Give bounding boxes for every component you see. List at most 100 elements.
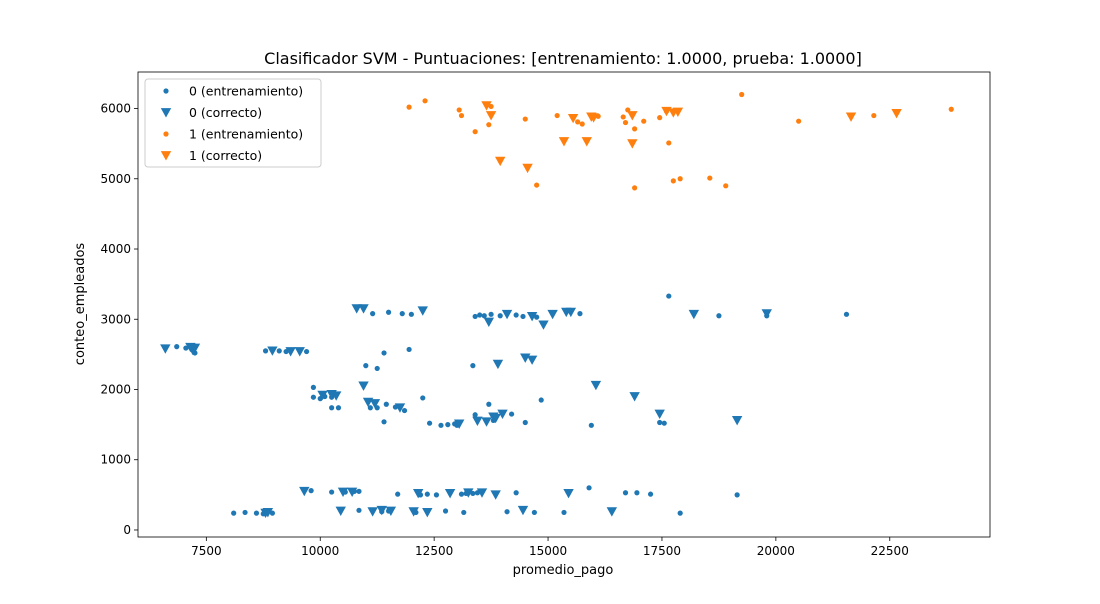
- point-s1-21: [367, 507, 378, 517]
- point-s0-65: [497, 313, 503, 319]
- point-s0-81: [561, 509, 567, 516]
- point-s2-23: [723, 183, 729, 189]
- legend-marker-1: [160, 108, 172, 118]
- point-s0-27: [356, 507, 362, 513]
- point-s0-61: [472, 313, 478, 320]
- point-s1-24: [394, 403, 406, 413]
- point-s2-5: [486, 122, 492, 128]
- legend-marker-0: [163, 88, 169, 94]
- point-s2-4: [472, 129, 478, 135]
- point-s0-87: [647, 491, 654, 497]
- point-s3-13: [672, 107, 684, 117]
- point-s1-57: [761, 309, 772, 319]
- point-s1-22: [376, 505, 387, 516]
- point-s0-1: [183, 345, 189, 351]
- x-tick-label-1: 10000: [301, 544, 339, 558]
- x-tick-label-3: 15000: [529, 544, 567, 558]
- point-s2-18: [657, 115, 663, 121]
- point-s1-31: [463, 488, 474, 498]
- point-s0-92: [716, 313, 722, 319]
- point-s1-18: [358, 381, 369, 391]
- point-s0-15: [310, 384, 317, 390]
- point-s1-34: [483, 317, 495, 328]
- point-s2-16: [632, 185, 638, 191]
- point-s0-89: [661, 420, 667, 426]
- point-s0-32: [367, 405, 373, 411]
- point-s1-40: [497, 409, 508, 420]
- point-s0-84: [588, 422, 594, 428]
- y-tick-label-1: 1000: [100, 453, 131, 467]
- point-s1-33: [472, 416, 483, 427]
- point-s3-14: [845, 112, 857, 122]
- point-s1-30: [454, 419, 465, 429]
- x-axis-label: promedio_pago: [513, 563, 614, 578]
- point-s0-83: [586, 485, 592, 491]
- point-s1-51: [590, 380, 602, 391]
- point-s1-32: [476, 488, 488, 498]
- point-s2-0: [406, 104, 412, 110]
- point-s2-6: [488, 103, 494, 110]
- point-s3-4: [558, 137, 570, 147]
- point-s1-52: [606, 507, 618, 517]
- x-tick-label-2: 12500: [415, 544, 453, 558]
- point-s0-88: [657, 419, 663, 426]
- point-s3-6: [581, 137, 592, 147]
- point-s0-21: [335, 405, 342, 411]
- point-s1-12: [330, 391, 342, 401]
- point-s0-38: [420, 395, 426, 401]
- point-s2-21: [677, 176, 683, 182]
- point-s3-15: [891, 109, 902, 119]
- point-s0-22: [308, 488, 314, 494]
- point-s0-26: [356, 488, 362, 494]
- point-s2-10: [575, 119, 581, 125]
- point-s2-25: [796, 118, 802, 124]
- point-s1-9: [299, 486, 310, 497]
- point-s0-6: [253, 510, 260, 516]
- point-s3-5: [567, 113, 579, 124]
- point-s1-56: [731, 415, 743, 426]
- point-s0-63: [481, 313, 487, 319]
- y-axis-label: conteo_empleados: [73, 243, 88, 366]
- legend-label-1: 0 (correcto): [189, 105, 262, 120]
- point-s2-17: [641, 118, 647, 124]
- point-s0-79: [504, 509, 510, 515]
- point-s1-35: [481, 417, 492, 427]
- point-s0-4: [231, 510, 237, 516]
- point-s0-73: [522, 419, 528, 426]
- point-s1-6: [267, 346, 278, 356]
- point-s0-93: [734, 492, 740, 498]
- point-s1-29: [444, 489, 456, 499]
- point-s0-48: [424, 491, 430, 497]
- point-s2-15: [632, 126, 638, 132]
- point-s1-17: [358, 304, 369, 314]
- point-s0-51: [426, 420, 433, 426]
- point-s2-28: [622, 119, 629, 126]
- y-tick-label-5: 5000: [100, 172, 131, 186]
- y-tick-label-0: 0: [123, 523, 131, 537]
- point-s1-53: [629, 392, 640, 402]
- y-tick-label-4: 4000: [100, 242, 131, 256]
- point-s0-70: [486, 401, 492, 407]
- point-s0-78: [534, 314, 540, 320]
- point-s1-13: [335, 506, 346, 516]
- x-tick-label-5: 20000: [757, 544, 795, 558]
- legend-marker-3: [160, 151, 172, 161]
- point-s0-67: [513, 312, 519, 318]
- point-s0-41: [399, 311, 405, 317]
- point-s2-3: [458, 112, 465, 119]
- point-s0-16: [310, 394, 317, 400]
- point-s0-62: [477, 312, 483, 318]
- point-s0-72: [509, 411, 515, 417]
- point-s0-45: [395, 491, 401, 497]
- point-s1-42: [517, 505, 529, 516]
- x-tick-label-6: 22500: [871, 544, 909, 558]
- point-s0-34: [383, 401, 389, 407]
- point-s3-1: [485, 111, 497, 121]
- point-s0-23: [329, 489, 335, 495]
- point-s1-39: [492, 359, 504, 370]
- point-s2-1: [422, 98, 428, 104]
- legend-label-0: 0 (entrenamiento): [189, 84, 303, 99]
- point-s0-50: [442, 508, 449, 514]
- point-s0-14: [303, 348, 310, 355]
